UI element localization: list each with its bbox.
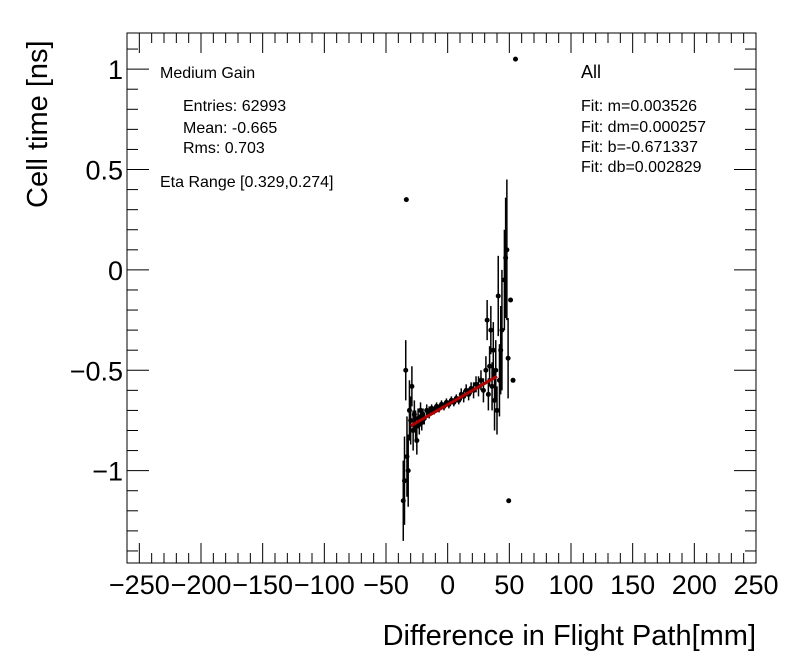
data-point	[480, 387, 486, 393]
x-tick-label: 200	[672, 570, 717, 600]
fit-dm: Fit: dm=0.000257	[581, 119, 706, 136]
fit-m: Fit: m=0.003526	[581, 98, 698, 115]
plot-frame	[126, 32, 757, 564]
data-point	[510, 377, 516, 383]
y-tick-label: 0	[108, 256, 123, 286]
data-point	[406, 407, 412, 413]
legend-mean: Mean: -0.665	[183, 120, 278, 137]
x-tick-label: 50	[494, 570, 524, 600]
data-point	[495, 293, 501, 299]
y-tick-label: −1	[92, 457, 123, 487]
data-point	[505, 355, 511, 361]
x-tick-label: 100	[548, 570, 593, 600]
data-point	[404, 454, 410, 460]
data-point	[414, 438, 420, 444]
x-tick-label: 250	[733, 570, 778, 600]
x-tick-label: −50	[363, 570, 409, 600]
data-point	[403, 367, 409, 373]
y-tick-label: 0.5	[85, 156, 123, 186]
data-point	[503, 255, 509, 261]
data-point	[478, 377, 484, 383]
data-point	[504, 247, 510, 253]
error-bars	[401, 179, 510, 541]
data-points	[400, 56, 518, 504]
data-point	[494, 407, 500, 413]
axis-ticks	[126, 33, 757, 563]
data-point	[492, 397, 498, 403]
data-point	[463, 387, 469, 393]
fit-db: Fit: db=0.002829	[581, 159, 702, 176]
x-tick-labels: −250 −200 −150 −100 −50 0 50 100 150 200 250	[109, 570, 779, 600]
legend-all: All	[581, 62, 602, 82]
data-point	[484, 317, 490, 323]
data-point	[405, 468, 411, 474]
legend-title: Medium Gain	[160, 65, 256, 82]
data-point	[498, 347, 504, 353]
legend-entries: Entries: 62993	[183, 98, 287, 115]
y-tick-labels: −1 −0.5 0 0.5 1	[70, 55, 123, 487]
y-tick-label: 1	[108, 55, 123, 85]
fit-line	[409, 375, 498, 428]
data-point	[408, 417, 414, 423]
data-point	[400, 498, 406, 504]
data-point	[402, 478, 407, 484]
x-tick-label: 0	[440, 570, 455, 600]
data-point	[488, 327, 494, 333]
data-point	[420, 411, 426, 417]
data-point	[489, 383, 495, 389]
data-point	[409, 383, 415, 389]
data-point	[483, 367, 489, 373]
data-point	[485, 391, 491, 397]
data-point	[403, 197, 409, 203]
data-point	[501, 277, 507, 283]
data-point	[487, 363, 493, 369]
x-tick-label: −100	[294, 570, 355, 600]
data-point	[490, 347, 496, 353]
x-tick-label: −200	[171, 570, 232, 600]
data-point	[499, 327, 505, 333]
legend-rms: Rms: 0.703	[183, 140, 265, 157]
legend-eta-range: Eta Range [0.329,0.274]	[160, 174, 334, 191]
data-point	[508, 297, 514, 303]
y-axis-title: Cell time [ns]	[22, 40, 54, 208]
fit-b: Fit: b=-0.671337	[581, 139, 698, 156]
data-point	[410, 428, 416, 433]
data-point	[496, 377, 502, 383]
data-point	[513, 56, 518, 62]
data-point	[411, 411, 417, 417]
data-point	[493, 367, 499, 373]
data-point	[506, 498, 512, 504]
data-point	[418, 407, 424, 413]
x-tick-label: 150	[610, 570, 655, 600]
x-tick-label: −250	[109, 570, 170, 600]
x-axis-title: Difference in Flight Path[mm]	[382, 620, 756, 652]
y-tick-label: −0.5	[70, 356, 123, 386]
x-tick-label: −150	[232, 570, 293, 600]
